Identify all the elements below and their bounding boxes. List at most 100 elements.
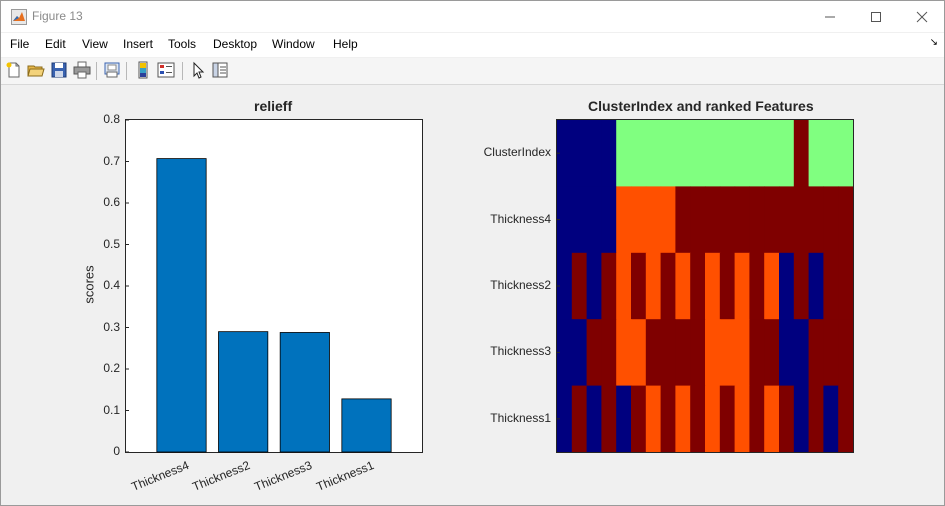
heatmap-cell bbox=[690, 319, 706, 387]
heatmap-cell bbox=[601, 120, 617, 187]
menu-bar: File Edit View Insert Tools Desktop Wind… bbox=[1, 33, 944, 57]
heatmap-cell bbox=[734, 186, 750, 254]
menu-desktop[interactable]: Desktop bbox=[213, 37, 258, 51]
menu-window[interactable]: Window bbox=[272, 37, 315, 51]
heatmap-cell bbox=[764, 186, 780, 254]
heatmap-cell bbox=[660, 319, 676, 387]
heatmap-cell bbox=[660, 252, 676, 320]
heatmap-cell bbox=[808, 319, 824, 387]
heatmap-row-label: Thickness4 bbox=[490, 211, 551, 226]
toolbar-separator bbox=[126, 62, 127, 80]
heatmap-cell bbox=[719, 186, 736, 254]
minimize-button[interactable] bbox=[807, 1, 853, 32]
menu-file[interactable]: File bbox=[10, 37, 30, 51]
heatmap-cell bbox=[749, 186, 765, 254]
menu-help[interactable]: Help bbox=[333, 37, 358, 51]
bar-thickness3 bbox=[279, 332, 330, 453]
heatmap-row-label: Thickness2 bbox=[490, 278, 551, 292]
heatmap-cell bbox=[779, 120, 795, 187]
figure-canvas: relieff scores 0 0.1 0.2 0.3 0.4 0.5 0.6 0.7 0.8… bbox=[1, 85, 944, 505]
heatmap-cell bbox=[645, 385, 662, 453]
heatmap-cell bbox=[764, 252, 780, 320]
open-file-icon[interactable] bbox=[27, 61, 45, 79]
close-button[interactable] bbox=[899, 1, 944, 32]
heatmap-cell bbox=[808, 186, 824, 254]
menu-insert[interactable]: Insert bbox=[123, 37, 154, 51]
save-icon[interactable] bbox=[50, 61, 68, 79]
heatmap-row-label: ClusterIndex bbox=[483, 145, 551, 160]
heatmap-cell bbox=[749, 120, 765, 187]
new-figure-icon[interactable] bbox=[5, 61, 23, 79]
property-inspector-icon[interactable] bbox=[211, 61, 229, 79]
heatmap-cell bbox=[631, 120, 647, 187]
heatmap-cell bbox=[823, 385, 839, 453]
heatmap-cell bbox=[808, 120, 824, 187]
menu-overflow-arrow-icon[interactable]: ↘ bbox=[929, 37, 938, 48]
bar-chart-title: relieff bbox=[254, 98, 293, 114]
heatmap-cell bbox=[719, 252, 736, 320]
bar-y-tick-label: 0 bbox=[113, 444, 120, 458]
heatmap-cell bbox=[793, 319, 810, 387]
heatmap-cell bbox=[764, 385, 780, 453]
heatmap-cell bbox=[557, 252, 573, 320]
heatmap-cell bbox=[749, 385, 765, 453]
heatmap-cell bbox=[675, 120, 691, 187]
heatmap-cell bbox=[586, 186, 602, 254]
heatmap-cell bbox=[823, 252, 839, 320]
heatmap-cell bbox=[734, 252, 750, 320]
insert-legend-icon[interactable] bbox=[157, 61, 175, 79]
heatmap-cell bbox=[616, 319, 632, 387]
heatmap-cell bbox=[838, 252, 854, 320]
menu-tools[interactable]: Tools bbox=[168, 37, 197, 51]
heatmap-cell bbox=[690, 252, 706, 320]
heatmap-cell bbox=[719, 120, 736, 187]
bar-y-tick-label: 0.6 bbox=[103, 195, 120, 209]
colorbar-icon[interactable] bbox=[134, 61, 152, 79]
heatmap-cell bbox=[645, 319, 662, 387]
heatmap-cell bbox=[675, 252, 691, 320]
heatmap-cell bbox=[571, 252, 588, 320]
menu-view[interactable]: View bbox=[82, 37, 108, 51]
heatmap-cell bbox=[764, 120, 780, 187]
heatmap-cell bbox=[586, 252, 602, 320]
print-preview-icon[interactable] bbox=[103, 61, 121, 79]
edit-pointer-icon[interactable] bbox=[189, 61, 207, 79]
heatmap-title: ClusterIndex and ranked Features bbox=[588, 98, 814, 114]
bar-y-tick-label: 0.1 bbox=[103, 402, 120, 417]
maximize-icon bbox=[871, 11, 881, 22]
bar-y-tick-label: 0.7 bbox=[103, 153, 120, 168]
heatmap-cell bbox=[586, 319, 602, 387]
heatmap-cell bbox=[557, 120, 573, 187]
heatmap-cell bbox=[808, 252, 824, 320]
heatmap-cell bbox=[793, 120, 810, 187]
bar-y-tick-label: 0.5 bbox=[103, 236, 120, 251]
maximize-button[interactable] bbox=[853, 1, 899, 32]
heatmap-cell bbox=[616, 120, 632, 187]
heatmap-cell bbox=[823, 120, 839, 187]
title-bar[interactable]: Figure 13 bbox=[1, 1, 944, 32]
heatmap-cell bbox=[557, 385, 573, 453]
close-icon bbox=[916, 11, 928, 22]
minimize-icon bbox=[825, 16, 835, 17]
menu-edit[interactable]: Edit bbox=[45, 37, 66, 51]
heatmap-cell bbox=[734, 319, 750, 387]
heatmap-cell bbox=[705, 252, 721, 320]
heatmap-axes-box bbox=[556, 119, 854, 453]
print-icon[interactable] bbox=[73, 61, 91, 79]
heatmap-cell bbox=[690, 186, 706, 254]
heatmap-cell bbox=[838, 120, 854, 187]
heatmap-cell bbox=[779, 385, 795, 453]
bar-thickness4 bbox=[156, 158, 207, 453]
heatmap-cell bbox=[823, 186, 839, 254]
bar-y-tick-label: 0.2 bbox=[103, 361, 120, 375]
heatmap-cell bbox=[734, 120, 750, 187]
heatmap-cell bbox=[557, 186, 573, 254]
heatmap-cell bbox=[586, 385, 602, 453]
heatmap-cell bbox=[719, 385, 736, 453]
heatmap-cell bbox=[705, 319, 721, 387]
heatmap-cell bbox=[601, 252, 617, 320]
heatmap-cell bbox=[616, 186, 632, 254]
heatmap-cell bbox=[631, 385, 647, 453]
heatmap-cell bbox=[675, 319, 691, 387]
heatmap-cell bbox=[571, 385, 588, 453]
